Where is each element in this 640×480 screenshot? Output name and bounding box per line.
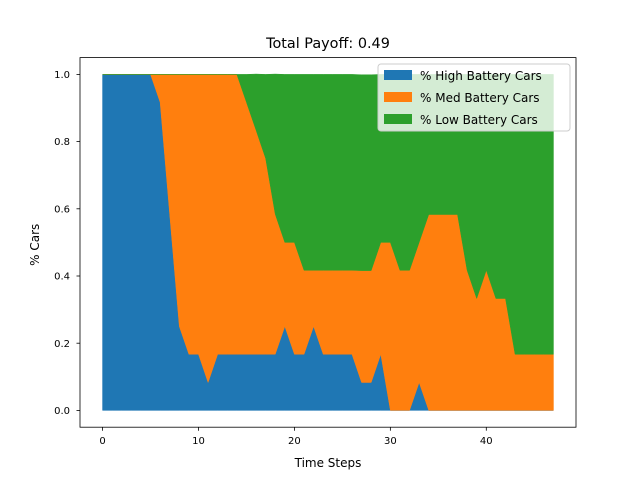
y-tick-label: 1.0 xyxy=(54,70,70,81)
y-axis-label: % Cars xyxy=(28,224,42,266)
plot-frame xyxy=(79,57,577,428)
x-tick-label: 30 xyxy=(384,436,397,447)
stacked-areas xyxy=(102,73,554,411)
legend-swatch xyxy=(384,92,412,102)
axis-ticks: 0 10 20 30 40 0.0 0.2 0.4 0.6 0.8 1.0 xyxy=(54,70,493,447)
legend-label: % Low Battery Cars xyxy=(420,113,538,127)
legend-label: % Med Battery Cars xyxy=(420,91,540,105)
legend: % High Battery Cars % Med Battery Cars % L… xyxy=(377,63,571,132)
x-tick-label: 0 xyxy=(99,436,105,447)
legend-box xyxy=(377,63,571,132)
chart-title: Total Payoff: 0.49 xyxy=(265,36,390,52)
x-axis-label: Time Steps xyxy=(294,456,362,470)
y-tick-label: 0.8 xyxy=(54,137,70,148)
legend-swatch xyxy=(384,114,412,124)
area-series-3 xyxy=(102,73,554,355)
y-tick-label: 0.4 xyxy=(54,272,70,283)
y-tick-label: 0.0 xyxy=(54,406,70,417)
x-tick-label: 10 xyxy=(192,436,205,447)
legend-swatch xyxy=(384,70,412,80)
x-tick-label: 20 xyxy=(288,436,301,447)
y-tick-label: 0.6 xyxy=(54,204,70,215)
legend-label: % High Battery Cars xyxy=(420,69,542,83)
y-tick-label: 0.2 xyxy=(54,339,70,350)
x-tick-label: 40 xyxy=(480,436,493,447)
